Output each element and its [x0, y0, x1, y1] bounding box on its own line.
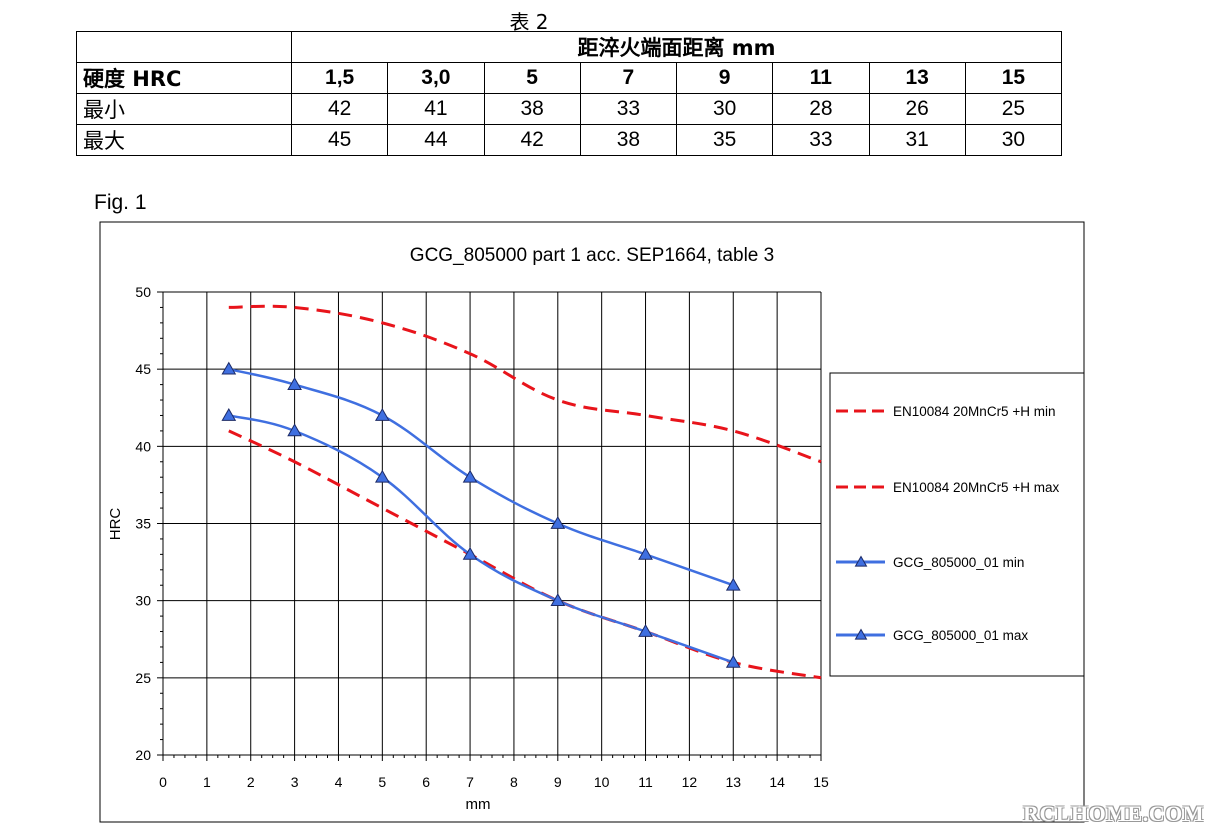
data-point-marker	[725, 654, 741, 668]
y-tick-label: 35	[135, 516, 151, 532]
series-line-dashed	[228, 429, 822, 680]
x-axis-label: mm	[466, 796, 491, 813]
y-tick-label: 20	[135, 747, 151, 763]
x-tick-label: 2	[247, 774, 255, 790]
table-row-min: 最小 42 41 38 33 30 28 26 25	[76, 93, 1063, 125]
hardness-table: 距淬火端面距离 mm 硬度 HRC 1,5 3,0 5 7 9 11 13 15…	[76, 31, 1063, 156]
y-axis-label: HRC	[107, 508, 124, 541]
hardness-header-label: 硬度 HRC	[76, 62, 292, 94]
y-tick-label: 25	[135, 670, 151, 686]
distance-header-cell: 15	[964, 62, 1063, 94]
y-tick-label: 40	[135, 438, 151, 454]
legend-box	[829, 372, 1085, 677]
data-point-marker	[638, 546, 653, 560]
data-point-marker	[221, 361, 237, 375]
series-layer	[221, 304, 822, 680]
series-line-dashed	[228, 304, 822, 464]
x-tick-label: 8	[510, 774, 518, 790]
legend-marker-triangle	[854, 555, 868, 567]
table-cell: 42	[290, 93, 389, 125]
data-point-marker	[638, 624, 653, 637]
legend-label: GCG_805000_01 max	[893, 628, 1028, 643]
x-tick-label: 0	[159, 774, 167, 790]
data-point-marker	[287, 377, 302, 390]
table-cell: 38	[483, 93, 581, 125]
data-point-marker	[462, 546, 478, 560]
chart-title: GCG_805000 part 1 acc. SEP1664, table 3	[410, 245, 774, 266]
x-tick-label: 7	[466, 774, 474, 790]
data-point-marker	[221, 407, 237, 421]
row-label: 最大	[76, 124, 292, 156]
x-tick-label: 9	[554, 774, 562, 790]
data-point-marker	[550, 515, 566, 529]
x-tick-label: 11	[638, 774, 653, 790]
y-tick-label: 30	[135, 593, 151, 609]
data-point-marker	[462, 469, 478, 483]
data-point-marker	[287, 423, 302, 437]
table-caption: 表 2	[509, 10, 549, 34]
legend-marker-triangle	[854, 628, 868, 640]
x-tick-label: 12	[682, 774, 698, 790]
legend-label: GCG_805000_01 min	[893, 555, 1024, 570]
legend-label: EN10084 20MnCr5 +H max	[893, 480, 1059, 495]
watermark: RCLHOME.COM	[1023, 801, 1204, 826]
distance-span-header: 距淬火端面距离 mm	[291, 31, 1062, 63]
table-corner-cell	[76, 31, 292, 63]
x-tick-label: 5	[378, 774, 386, 790]
figure-label: Fig. 1	[94, 191, 147, 214]
table-cell: 42	[483, 124, 581, 156]
x-tick-label: 15	[813, 774, 829, 790]
table-cell: 31	[868, 124, 966, 156]
table-cell: 33	[772, 124, 870, 156]
table-span-row: 距淬火端面距离 mm	[76, 31, 1062, 63]
x-tick-label: 6	[422, 774, 430, 790]
table-cell: 45	[290, 124, 389, 156]
legend: EN10084 20MnCr5 +H min EN10084 20MnCr5 +H…	[829, 372, 1085, 677]
x-tick-label: 10	[594, 774, 610, 790]
row-label: 最小	[76, 93, 292, 125]
table-cell: 25	[964, 93, 1063, 125]
y-tick-label: 45	[135, 361, 151, 377]
table-cell: 26	[868, 93, 966, 125]
table-cell: 28	[772, 93, 870, 125]
data-point-marker	[550, 593, 566, 607]
legend-label: EN10084 20MnCr5 +H min	[893, 404, 1055, 419]
y-tick-label: 50	[135, 284, 151, 300]
distance-header-cell: 9	[675, 62, 774, 94]
data-point-marker	[374, 407, 390, 421]
x-tick-label: 1	[203, 774, 211, 790]
distance-header-cell: 11	[772, 62, 870, 94]
table-cell: 44	[387, 124, 485, 156]
table-cell: 35	[675, 124, 774, 156]
x-tick-label: 4	[335, 774, 343, 790]
data-point-marker	[374, 469, 390, 483]
table-cell: 30	[964, 124, 1063, 156]
x-tick-label: 3	[291, 774, 299, 790]
table-cell: 41	[387, 93, 485, 125]
x-tick-label: 14	[769, 774, 785, 790]
table-row-max: 最大 45 44 42 38 35 33 31 30	[76, 124, 1063, 156]
x-tick-label: 13	[725, 774, 741, 790]
data-point-marker	[725, 577, 741, 591]
distance-header-cell: 13	[868, 62, 966, 94]
